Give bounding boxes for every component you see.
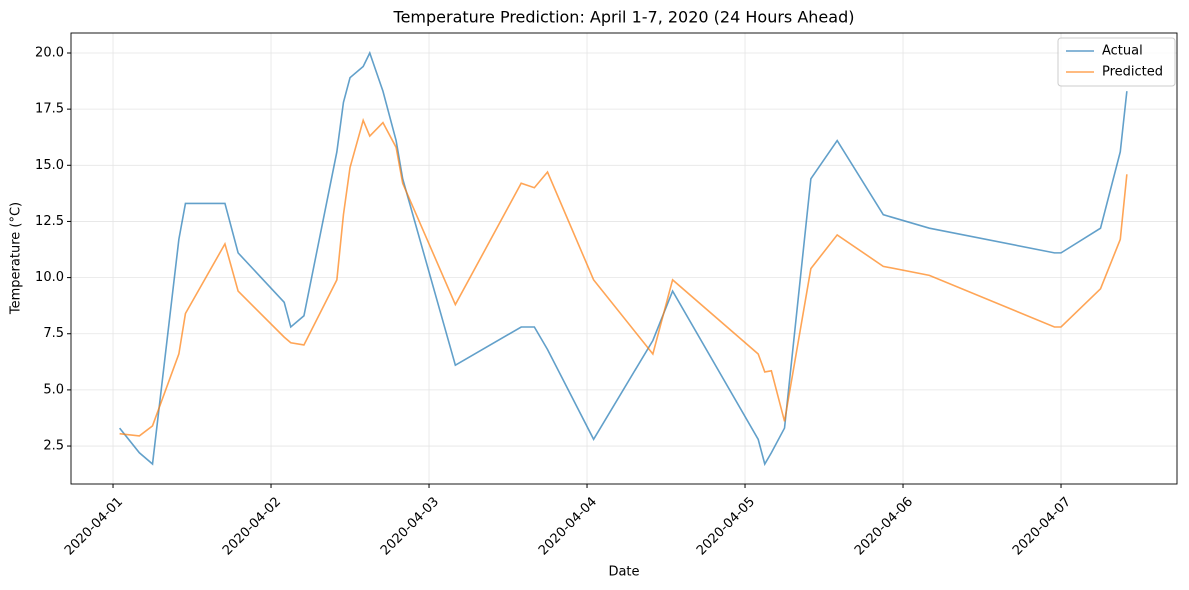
x-tick-label: 2020-04-07 [1010,494,1074,558]
y-tick-label: 20.0 [35,45,64,60]
y-tick-label: 7.5 [43,326,64,341]
series-line [118,50,1128,467]
x-tick-label: 2020-04-01 [62,494,126,558]
x-tick-label: 2020-04-05 [694,494,758,558]
grid [71,33,1177,484]
x-tick-label: 2020-04-06 [852,494,916,558]
y-tick-label: 10.0 [35,270,64,285]
x-axis-label: Date [608,565,639,580]
series-line [119,117,1128,437]
legend-label: Predicted [1102,65,1163,80]
legend: Actual Predicted [1057,37,1176,87]
x-tick-label: 2020-04-02 [220,494,284,558]
y-tick-label: 5.0 [43,382,64,397]
x-tick-label: 2020-04-03 [378,494,442,558]
y-tick-label: 17.5 [35,102,64,117]
plot-frame [70,32,1178,485]
y-axis-label: Temperature (°C) [9,202,24,315]
y-tick-label: 12.5 [35,214,64,229]
y-tick-label: 15.0 [35,158,64,173]
chart-title: Temperature Prediction: April 1-7, 2020 … [393,8,855,27]
y-tick-label: 2.5 [43,439,64,454]
legend-label: Actual [1102,44,1143,59]
legend-box [1057,37,1176,87]
x-tick-label: 2020-04-04 [536,494,600,558]
